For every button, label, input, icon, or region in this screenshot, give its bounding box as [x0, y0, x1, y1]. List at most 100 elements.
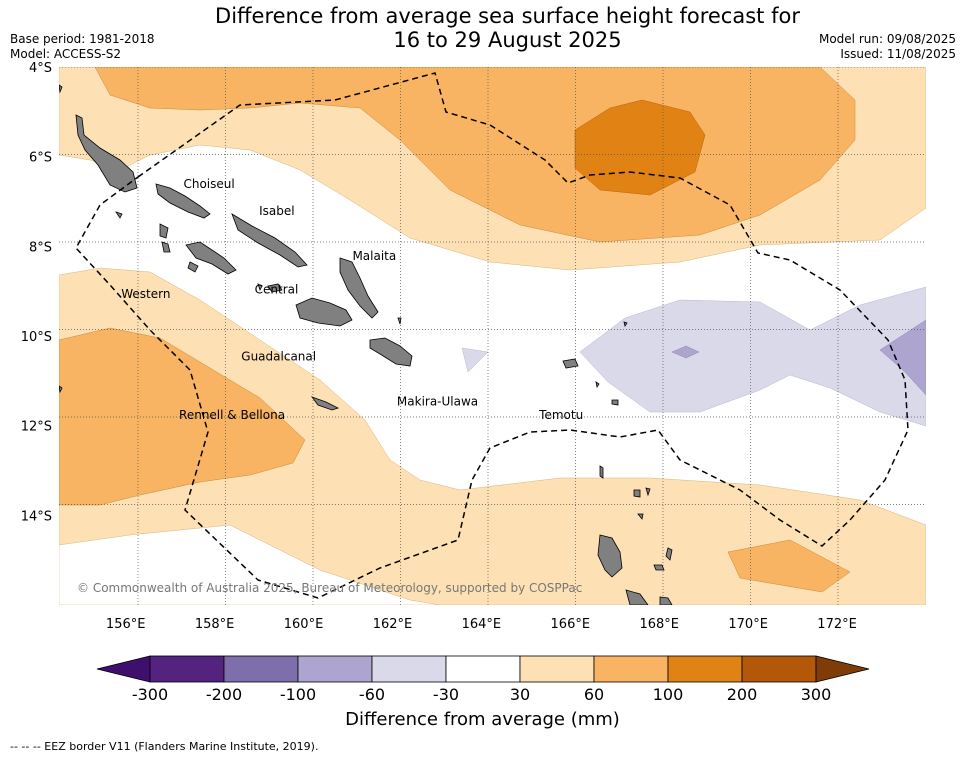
lat-tick-label: 14°S — [21, 509, 52, 524]
lon-tick-label: 164°E — [462, 617, 502, 632]
lat-tick-label: 4°S — [29, 61, 52, 76]
province-labels: Choiseul Isabel Malaita Western Central Guada… — [121, 177, 583, 422]
colorbar-extend-low — [96, 655, 151, 683]
chart-title-line2: 16 to 29 August 2025 — [393, 28, 622, 52]
island-bougainville — [75, 114, 138, 193]
island-small-far-west — [59, 385, 63, 394]
latitude-tick-labels: 4°S 6°S 8°S 10°S 12°S 14°S — [21, 61, 52, 524]
island-torres — [599, 465, 604, 479]
island-vella — [159, 223, 169, 239]
island-malaita — [339, 257, 379, 319]
island-small-west — [59, 84, 63, 94]
colorbar-tick-label: -100 — [280, 685, 316, 704]
colorbar-segment — [371, 655, 447, 683]
lat-tick-label: 8°S — [29, 240, 52, 255]
anomaly-minus30-minus60-small — [461, 347, 489, 373]
anomaly-60-100-southeast — [727, 539, 851, 593]
island-banks — [633, 489, 641, 498]
province-label: Makira-Ulawa — [397, 394, 478, 408]
island-rendova — [187, 261, 199, 273]
colorbar-tick-label: -30 — [433, 685, 459, 704]
province-label: Guadalcanal — [241, 350, 316, 364]
colorbar-tick-label: 60 — [584, 685, 604, 704]
colorbar-segment — [297, 655, 373, 683]
province-label: Choiseul — [183, 177, 234, 191]
anomaly-minus30-minus60-east — [579, 286, 926, 427]
colorbar: -300 -200 -100 -60 -30 30 60 100 200 300 — [96, 655, 870, 704]
anomaly-60-100-southwest — [59, 327, 306, 506]
longitude-tick-labels: 156°E 158°E 160°E 162°E 164°E 166°E 168°E 170°E… — [106, 617, 857, 632]
copyright-notice: © Commonwealth of Australia 2025, Bureau… — [77, 581, 582, 595]
island-choiseul — [155, 183, 211, 219]
model-info: Base period: 1981-2018 Model: ACCESS-S2 — [10, 32, 155, 62]
island-ranongga — [161, 241, 171, 253]
eez-border — [75, 72, 909, 599]
issued-date: Issued: 11/08/2025 — [840, 47, 956, 61]
lat-tick-label: 10°S — [21, 330, 52, 345]
anomaly-minus60-minus100-patch — [671, 345, 700, 359]
province-label: Central — [255, 282, 299, 296]
colorbar-title: Difference from average (mm) — [345, 709, 620, 730]
anomaly-30-60-southwest — [59, 267, 926, 605]
lon-tick-label: 170°E — [728, 617, 768, 632]
province-label: Isabel — [259, 204, 294, 218]
eez-legend-note: -- -- -- EEZ border V11 (Flanders Marine… — [10, 740, 319, 753]
lon-tick-label: 166°E — [551, 617, 591, 632]
colorbar-tick-label: 100 — [653, 685, 684, 704]
island-guadalcanal — [295, 297, 353, 327]
lat-tick-label: 12°S — [21, 420, 52, 435]
lon-tick-label: 160°E — [284, 617, 324, 632]
lon-tick-label: 168°E — [639, 617, 679, 632]
island-malekula — [625, 589, 649, 605]
lon-tick-label: 162°E — [373, 617, 413, 632]
lon-tick-label: 156°E — [106, 617, 146, 632]
island-utupua — [611, 399, 619, 406]
land-islands — [59, 84, 673, 605]
lon-tick-label: 172°E — [817, 617, 857, 632]
island-rennell — [310, 396, 340, 411]
island-isabel — [231, 213, 308, 268]
colorbar-segment — [593, 655, 669, 683]
island-small-shortland — [115, 211, 123, 219]
model-run-date: Model run: 09/08/2025 — [818, 32, 956, 46]
island-russell — [257, 283, 263, 292]
island-santa-cruz — [562, 358, 579, 369]
island-small-santa-cruz-n — [623, 321, 628, 327]
colorbar-tick-label: -200 — [206, 685, 242, 704]
island-espiritu-santo — [597, 534, 623, 578]
anomaly-100-200-north — [574, 99, 706, 196]
island-maewo — [665, 547, 673, 561]
island-new-georgia — [185, 241, 237, 275]
lat-tick-label: 6°S — [29, 151, 52, 166]
colorbar-tick-label: 30 — [510, 685, 530, 704]
colorbar-segment — [741, 655, 817, 683]
province-label: Temotu — [538, 408, 583, 422]
island-small-vanua-lava — [637, 513, 644, 520]
map-frame — [59, 67, 926, 605]
colorbar-tick-label: -300 — [132, 685, 168, 704]
island-makira — [369, 337, 413, 367]
colorbar-segment — [223, 655, 299, 683]
colorbar-segment — [445, 655, 521, 683]
colorbar-segment — [149, 655, 225, 683]
chart-title-line1: Difference from average sea surface heig… — [215, 4, 800, 28]
province-label: Rennell & Bellona — [179, 408, 285, 422]
colorbar-tick-label: 300 — [801, 685, 832, 704]
anomaly-minus60-minus100-east — [879, 319, 926, 396]
province-label: Western — [121, 287, 170, 301]
colorbar-tick-label: -60 — [359, 685, 385, 704]
province-label: Malaita — [352, 249, 396, 263]
colorbar-extend-high — [815, 655, 870, 683]
lon-tick-label: 158°E — [195, 617, 235, 632]
colorbar-segment — [667, 655, 743, 683]
island-small-east-pentecost — [659, 596, 673, 605]
colorbar-segment — [519, 655, 595, 683]
island-ulawa — [397, 317, 402, 325]
base-period: Base period: 1981-2018 — [10, 32, 155, 46]
run-info: Model run: 09/08/2025 Issued: 11/08/2025 — [819, 32, 956, 62]
island-florida — [267, 283, 283, 293]
island-vanikoro — [595, 381, 600, 389]
island-ambae — [653, 564, 665, 571]
island-small-banks-e — [645, 487, 651, 497]
